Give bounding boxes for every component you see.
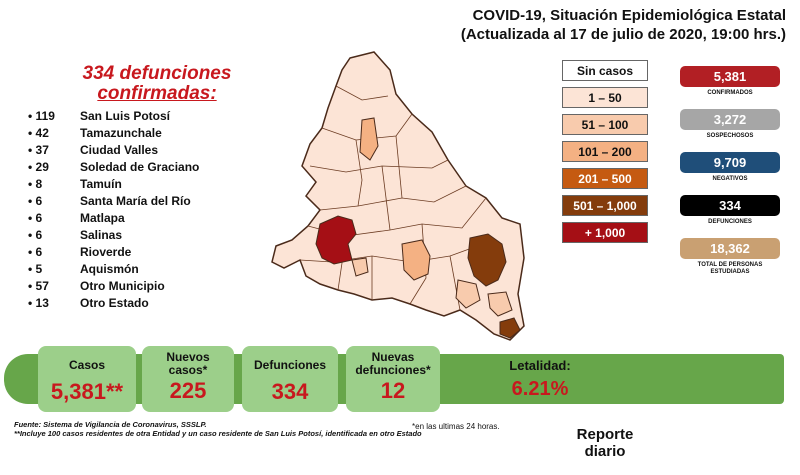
card-nuevas-defunciones: Nuevas defunciones* 12 xyxy=(346,346,440,412)
card-defunciones: Defunciones 334 xyxy=(242,346,338,412)
municipality-name: Tamazunchale xyxy=(80,126,162,140)
death-count: • 37 xyxy=(28,143,49,157)
stat-label: DEFUNCIONES xyxy=(708,219,752,225)
stat-negativos: 9,709 NEGATIVOS xyxy=(680,152,780,189)
nuevas-def-label: Nuevas defunciones* xyxy=(355,350,431,377)
list-item: • 57 Otro Municipio xyxy=(28,278,199,295)
list-item: • 6 Salinas xyxy=(28,227,199,244)
death-count: • 6 xyxy=(28,211,43,225)
stat-value: 9,709 xyxy=(680,152,780,173)
casos-label: Casos xyxy=(68,358,106,372)
list-item: • 42 Tamazunchale xyxy=(28,125,199,142)
death-count: • 119 xyxy=(28,109,55,123)
region-ciudad-del-maiz xyxy=(455,279,481,309)
municipality-name: Matlapa xyxy=(80,211,125,225)
stat-label: TOTAL DE PERSONAS ESTUDIADAS xyxy=(697,262,763,275)
nuevos-casos-value: 225 xyxy=(169,378,207,403)
legend-item-501-1000: 501 – 1,000 xyxy=(562,195,648,216)
death-count: • 13 xyxy=(28,296,49,310)
region-san-luis-potosi xyxy=(315,215,357,265)
region-soledad xyxy=(351,257,369,277)
stat-confirmados: 5,381 CONFIRMADOS xyxy=(680,66,780,103)
footer-source: Fuente: Sistema de Vigilancia de Coronav… xyxy=(14,420,207,429)
municipality-name: Santa María del Río xyxy=(80,194,191,208)
death-count: • 5 xyxy=(28,262,43,276)
stat-label: CONFIRMADOS xyxy=(707,90,753,96)
list-item: • 6 Matlapa xyxy=(28,210,199,227)
death-count: • 6 xyxy=(28,194,43,208)
municipality-name: Otro Estado xyxy=(80,296,149,310)
casos-value: 5,381** xyxy=(50,379,124,404)
footer-notes: Fuente: Sistema de Vigilancia de Coronav… xyxy=(14,420,494,438)
stats-panel: 5,381 CONFIRMADOS 3,272 SOSPECHOSOS 9,70… xyxy=(680,66,780,281)
reporte-diario: Reporte diario xyxy=(576,426,634,460)
legend-item-201-500: 201 – 500 xyxy=(562,168,648,189)
list-item: • 119 San Luis Potosí xyxy=(28,108,199,125)
municipality-name: San Luis Potosí xyxy=(80,109,171,123)
list-item: • 13 Otro Estado xyxy=(28,295,199,312)
map-outline xyxy=(271,51,525,341)
death-count: • 6 xyxy=(28,245,43,259)
death-count: • 6 xyxy=(28,228,43,242)
legend-item-sin-casos: Sin casos xyxy=(562,60,648,81)
deaths-heading-line-1: 334 defunciones xyxy=(82,63,232,84)
footer-last24: *en las ultimas 24 horas. xyxy=(412,422,500,431)
letalidad-value: 6.21% xyxy=(511,378,569,400)
legend-item-101-200: 101 – 200 xyxy=(562,141,648,162)
card-nuevos-casos: Nuevos casos* 225 xyxy=(142,346,234,412)
title-line-2: (Actualizada al 17 de julio de 2020, 19:… xyxy=(460,26,786,43)
stat-value: 5,381 xyxy=(680,66,780,87)
stat-label: NEGATIVOS xyxy=(712,176,748,182)
nuevas-def-value: 12 xyxy=(380,378,406,403)
region-tamazunchale xyxy=(499,317,521,339)
municipality-name: Ciudad Valles xyxy=(80,143,159,157)
state-map xyxy=(271,51,525,341)
death-count: • 29 xyxy=(28,160,49,174)
deaths-heading-line-2: confirmadas: xyxy=(97,83,217,104)
municipality-name: Soledad de Graciano xyxy=(80,160,200,174)
list-item: • 6 Rioverde xyxy=(28,244,199,261)
defunciones-value: 334 xyxy=(271,379,309,404)
region-matehuala xyxy=(359,117,379,161)
list-item: • 37 Ciudad Valles xyxy=(28,142,199,159)
letalidad-label: Letalidad: xyxy=(509,358,571,373)
death-count: • 42 xyxy=(28,126,49,140)
list-item: • 6 Santa María del Río xyxy=(28,193,199,210)
region-valles xyxy=(467,233,507,287)
region-rioverde xyxy=(401,239,431,281)
list-item: • 29 Soledad de Graciano xyxy=(28,159,199,176)
legend-item-1000-plus: + 1,000 xyxy=(562,222,648,243)
municipality-name: Tamuín xyxy=(80,177,122,191)
death-count: • 57 xyxy=(28,279,49,293)
stat-sospechosos: 3,272 SOSPECHOSOS xyxy=(680,109,780,146)
municipality-name: Rioverde xyxy=(80,245,132,259)
card-casos: Casos 5,381** xyxy=(38,346,136,412)
municipality-name: Salinas xyxy=(80,228,123,242)
letalidad: Letalidad: 6.21% xyxy=(470,358,610,400)
stat-value: 334 xyxy=(680,195,780,216)
legend-item-51-100: 51 – 100 xyxy=(562,114,648,135)
defunciones-label: Defunciones xyxy=(253,358,326,372)
deaths-heading: 334 defunciones confirmadas: xyxy=(62,64,252,104)
death-count: • 8 xyxy=(28,177,43,191)
title-line-1: COVID-19, Situación Epidemiológica Estat… xyxy=(472,7,786,24)
footer-note: **Incluye 100 casos residentes de otra E… xyxy=(14,429,422,438)
page-title: COVID-19, Situación Epidemiológica Estat… xyxy=(461,6,786,44)
map-legend: Sin casos 1 – 50 51 – 100 101 – 200 201 … xyxy=(562,60,648,249)
stat-value: 3,272 xyxy=(680,109,780,130)
stat-value: 18,362 xyxy=(680,238,780,259)
stat-label: SOSPECHOSOS xyxy=(706,133,754,139)
region-huasteca xyxy=(487,291,513,317)
deaths-list: • 119 San Luis Potosí • 42 Tamazunchale • … xyxy=(28,108,199,312)
municipality-name: Otro Municipio xyxy=(80,279,165,293)
legend-item-1-50: 1 – 50 xyxy=(562,87,648,108)
stat-total-estudiadas: 18,362 TOTAL DE PERSONAS ESTUDIADAS xyxy=(680,238,780,275)
list-item: • 8 Tamuín xyxy=(28,176,199,193)
municipality-name: Aquismón xyxy=(80,262,139,276)
stat-defunciones: 334 DEFUNCIONES xyxy=(680,195,780,232)
nuevos-casos-label: Nuevos casos* xyxy=(166,350,210,377)
list-item: • 5 Aquismón xyxy=(28,261,199,278)
